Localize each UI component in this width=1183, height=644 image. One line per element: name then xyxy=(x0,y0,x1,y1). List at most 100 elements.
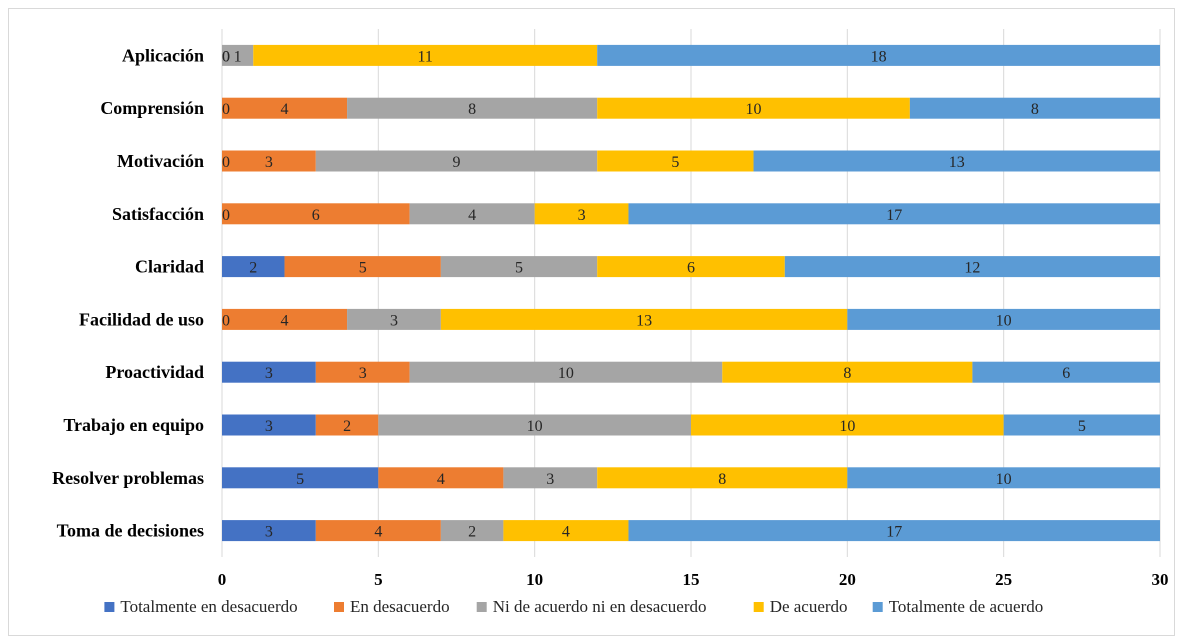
data-label: 4 xyxy=(562,524,570,541)
bars xyxy=(222,44,1160,542)
category-label: Proactividad xyxy=(105,362,204,382)
data-label: 3 xyxy=(546,471,554,488)
x-tick-label: 5 xyxy=(374,570,383,589)
bar-segment xyxy=(503,467,598,489)
legend-swatch xyxy=(104,602,115,612)
legend-label: En desacuerdo xyxy=(350,597,450,616)
data-label: 17 xyxy=(886,524,902,541)
data-label: 3 xyxy=(578,207,586,224)
category-label: Comprensión xyxy=(100,98,204,118)
category-label: Satisfacción xyxy=(112,204,204,224)
bar-segment xyxy=(784,256,1160,278)
bar-segment xyxy=(597,467,848,489)
legend-swatch xyxy=(872,602,883,612)
bar-segment xyxy=(534,203,629,225)
data-label: 9 xyxy=(453,154,461,171)
bar-segment xyxy=(597,256,785,278)
category-label: Aplicación xyxy=(122,45,204,65)
category-label: Trabajo en equipo xyxy=(63,415,204,435)
legend: Totalmente en desacuerdo En desacuerdo Ni … xyxy=(104,597,1043,616)
data-label: 5 xyxy=(515,260,523,277)
bar-segment xyxy=(378,414,691,436)
bar-segment xyxy=(691,414,1004,436)
legend-label: Ni de acuerdo ni en desacuerdo xyxy=(493,597,707,616)
data-label: 5 xyxy=(359,260,367,277)
data-label: 6 xyxy=(1062,365,1070,382)
data-label: 5 xyxy=(296,471,304,488)
legend-swatch xyxy=(753,602,764,612)
bar-segment xyxy=(222,256,285,278)
bar-segment xyxy=(222,414,316,436)
bar-segment xyxy=(222,203,410,225)
bar-segment xyxy=(409,361,723,383)
bar-segment xyxy=(222,97,348,119)
category-label: Claridad xyxy=(135,257,204,277)
bar-segment xyxy=(847,308,1160,330)
data-label: 4 xyxy=(437,471,445,488)
category-labels: Aplicación Comprensión Motivación Satisfacc… xyxy=(52,45,204,540)
data-label: 10 xyxy=(996,471,1012,488)
data-label: 10 xyxy=(746,101,762,118)
bar-segment xyxy=(315,150,598,172)
data-label: 18 xyxy=(871,48,887,65)
category-label: Toma de decisiones xyxy=(57,521,204,541)
data-label: 0 xyxy=(222,312,230,329)
data-label: 8 xyxy=(1031,101,1039,118)
data-label: 10 xyxy=(839,418,855,435)
category-label: Facilidad de uso xyxy=(79,309,204,329)
data-label: 5 xyxy=(671,154,679,171)
data-label: 5 xyxy=(1078,418,1086,435)
data-label: 2 xyxy=(343,418,351,435)
data-label: 0 xyxy=(222,154,230,171)
data-label: 10 xyxy=(558,365,574,382)
bar-segment xyxy=(628,203,1160,225)
bar-segment xyxy=(253,44,598,66)
bar-segment xyxy=(722,361,973,383)
data-label: 8 xyxy=(718,471,726,488)
bar-segment xyxy=(222,467,379,489)
data-label: 0 xyxy=(222,207,230,224)
bar-segment xyxy=(440,256,598,278)
bar-segment xyxy=(1003,414,1160,436)
data-label: 1 xyxy=(234,48,242,65)
legend-label: Totalmente de acuerdo xyxy=(889,597,1044,616)
data-label: 0 xyxy=(222,48,230,65)
data-label: 3 xyxy=(265,524,273,541)
data-label: 6 xyxy=(312,207,320,224)
bar-segment xyxy=(222,308,348,330)
data-label: 3 xyxy=(359,365,367,382)
data-label: 3 xyxy=(265,365,273,382)
x-tick-label: 15 xyxy=(683,570,700,589)
data-label: 0 xyxy=(222,48,230,65)
x-tick-label: 10 xyxy=(526,570,543,589)
data-label: 4 xyxy=(374,524,382,541)
data-label: 4 xyxy=(468,207,476,224)
bar-segment xyxy=(597,44,1160,66)
data-label: 3 xyxy=(265,418,273,435)
bar-segment xyxy=(222,44,254,66)
category-label: Motivación xyxy=(117,151,204,171)
x-tick-label: 0 xyxy=(218,570,227,589)
x-tick-label: 20 xyxy=(839,570,856,589)
bar-segment xyxy=(597,97,910,119)
data-label: 2 xyxy=(468,524,476,541)
data-label: 4 xyxy=(281,312,289,329)
x-axis-ticks: 0 5 10 15 20 25 30 xyxy=(218,570,1169,589)
bar-segment xyxy=(628,520,1160,542)
data-label: 2 xyxy=(249,260,257,277)
legend-swatch xyxy=(334,602,344,612)
bar-segment xyxy=(315,361,410,383)
data-label: 8 xyxy=(468,101,476,118)
data-label: 13 xyxy=(949,154,965,171)
data-label: 8 xyxy=(843,365,851,382)
data-label: 17 xyxy=(886,207,902,224)
legend-swatch xyxy=(476,602,487,612)
data-label: 10 xyxy=(527,418,543,435)
bar-segment xyxy=(222,520,316,542)
data-label: 4 xyxy=(281,101,289,118)
bar-segment xyxy=(440,308,848,330)
bar-segment xyxy=(440,520,504,542)
data-label: 10 xyxy=(996,312,1012,329)
bar-segment xyxy=(347,97,598,119)
bar-segment xyxy=(503,520,629,542)
